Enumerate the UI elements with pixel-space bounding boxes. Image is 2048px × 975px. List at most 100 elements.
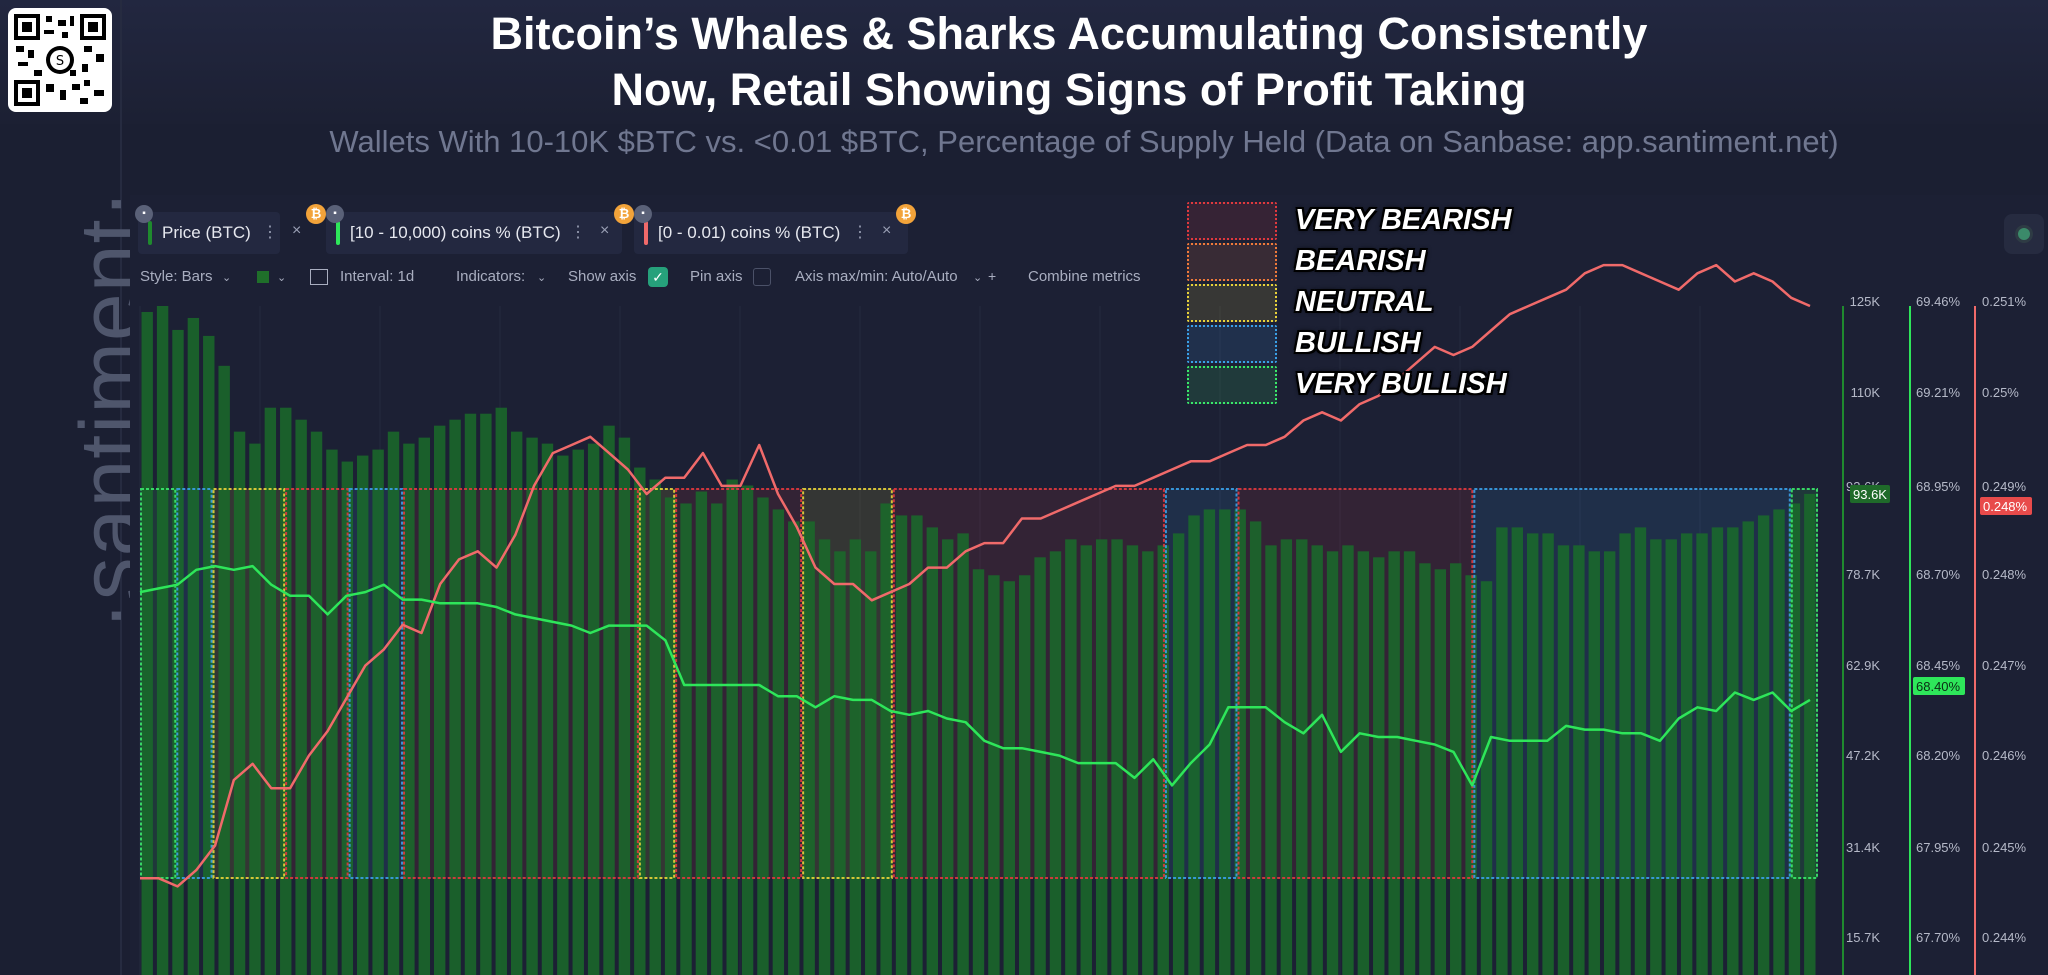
price-bar	[372, 449, 384, 975]
price-bar	[695, 491, 708, 975]
sentiment-zone-border	[1164, 488, 1238, 879]
svg-text:S: S	[56, 54, 64, 69]
price-bar	[1311, 545, 1323, 975]
status-dot-icon	[2018, 228, 2030, 240]
price-bar	[1619, 533, 1631, 975]
metric-price-more-icon[interactable]: ⋮	[262, 224, 278, 241]
price-bar	[1742, 521, 1754, 975]
pin-axis-label: Pin axis	[690, 268, 743, 285]
price-bar	[1234, 509, 1246, 975]
whale-tick-label: 68.95%	[1916, 479, 1961, 494]
subtitle: Wallets With 10-10K $BTC vs. <0.01 $BTC,…	[329, 124, 1839, 159]
price-bar	[141, 311, 153, 975]
price-bar	[757, 497, 769, 975]
price-tick-label: 110K	[1851, 385, 1881, 400]
price-bar	[865, 551, 877, 975]
price-tick-label: 31.4K	[1846, 840, 1880, 855]
sentiment-zone-fill	[1237, 489, 1474, 878]
price-bar	[1095, 539, 1108, 975]
metric-whales-more-icon[interactable]: ⋮	[570, 224, 586, 241]
page-title: Bitcoin’s Whales & Sharks Accumulating C…	[130, 6, 2008, 118]
price-bar	[1573, 545, 1585, 975]
price-bar	[1172, 533, 1185, 975]
price-bar	[218, 365, 230, 975]
legend-item: NEUTRAL	[1185, 282, 1525, 322]
sentiment-zone-border	[892, 488, 1165, 879]
metric-whales-close-icon[interactable]: ×	[600, 222, 610, 239]
show-axis-checkbox[interactable]: ✓	[648, 267, 668, 287]
price-bar	[1542, 533, 1554, 975]
metric-color-bar	[148, 221, 152, 245]
price-bar	[1727, 527, 1739, 975]
price-bar	[972, 569, 985, 975]
whale-tick-label: 69.21%	[1916, 385, 1961, 400]
price-bar	[1373, 557, 1385, 975]
metric-color-bar	[644, 221, 648, 245]
chevron-down-icon[interactable]: ⌄	[277, 272, 287, 284]
price-bar	[634, 467, 646, 975]
indicators-select[interactable]: Indicators:	[456, 268, 526, 285]
price-bar	[1450, 563, 1462, 975]
price-bar	[1034, 557, 1046, 975]
price-bar	[1111, 539, 1123, 975]
legend-label: BULLISH	[1295, 327, 1421, 359]
price-bar	[1511, 527, 1524, 975]
price-bar	[295, 419, 307, 975]
whale-line	[139, 564, 1811, 787]
metric-price-close-icon[interactable]: ×	[292, 222, 302, 239]
price-tick-label: 15.7K	[1846, 930, 1880, 945]
price-bar	[587, 443, 600, 975]
legend-item: VERY BEARISH	[1185, 200, 1525, 240]
metric-retail-more-icon[interactable]: ⋮	[852, 224, 868, 241]
metric-retail-close-icon[interactable]: ×	[882, 222, 892, 239]
price-bar	[880, 503, 892, 975]
price-tick-label: 62.9K	[1846, 658, 1880, 673]
price-bar	[803, 521, 815, 975]
price-bar	[541, 443, 554, 975]
bitcoin-icon: ₿	[896, 204, 916, 224]
chevron-down-icon[interactable]: ⌄	[537, 272, 547, 284]
pin-axis-checkbox[interactable]	[753, 268, 771, 286]
price-bar	[203, 335, 215, 975]
title-line-1: Bitcoin’s Whales & Sharks Accumulating C…	[490, 8, 1648, 59]
price-bar	[1419, 563, 1431, 975]
price-bar	[1326, 551, 1339, 975]
color-swatch[interactable]	[257, 271, 269, 283]
price-bar	[664, 497, 677, 975]
chevron-down-icon[interactable]: ⌄	[222, 272, 232, 284]
price-bar	[711, 503, 723, 975]
price-tick-label: 125K	[1850, 294, 1881, 309]
metric-chip-whales[interactable]: [10 - 10,000) coins % (BTC)	[326, 212, 622, 254]
metric-label-whales: [10 - 10,000) coins % (BTC)	[350, 223, 561, 242]
price-bar	[1496, 527, 1508, 975]
sentiment-zone-border	[348, 488, 404, 879]
qr-code-icon: S	[8, 8, 112, 112]
axis-maxmin-select[interactable]: Axis max/min: Auto/Auto	[795, 268, 958, 285]
price-bar	[1049, 551, 1062, 975]
sentiment-zone-border	[1237, 488, 1474, 879]
price-bar	[1603, 551, 1616, 975]
metric-chip-price[interactable]: Price (BTC) ⋮	[138, 212, 280, 254]
sentiment-zone-border	[403, 488, 639, 879]
left-divider	[120, 0, 122, 975]
price-bar	[1065, 539, 1077, 975]
sentiment-zone-border	[1790, 488, 1818, 879]
plus-icon[interactable]: +	[988, 268, 997, 284]
metric-chip-retail[interactable]: [0 - 0.01) coins % (BTC)	[634, 212, 908, 254]
combine-metrics-button[interactable]: Combine metrics	[1028, 268, 1141, 285]
price-bar	[1018, 575, 1031, 975]
calendar-icon[interactable]	[310, 269, 328, 285]
chart-settings-button[interactable]	[2004, 214, 2044, 254]
price-bar	[433, 425, 446, 975]
chevron-down-icon[interactable]: ⌄	[973, 272, 983, 284]
sentiment-zones	[140, 488, 1818, 879]
price-bar	[249, 443, 261, 975]
style-select[interactable]: Style: Bars	[140, 268, 213, 285]
price-bar	[1588, 551, 1600, 975]
price-bar	[403, 443, 415, 975]
interval-select[interactable]: Interval: 1d	[340, 268, 415, 285]
price-bar	[1696, 533, 1708, 975]
price-bar	[1219, 509, 1231, 975]
price-bar	[603, 425, 615, 975]
